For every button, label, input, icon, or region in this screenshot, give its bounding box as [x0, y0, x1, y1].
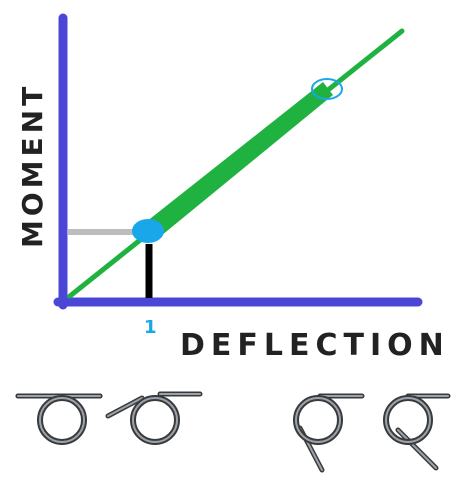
spring-free-position	[15, 393, 103, 445]
spring-leg-highlight	[107, 397, 143, 417]
spring-coil-highlight	[295, 397, 341, 443]
rated-point-marker	[132, 219, 164, 243]
y-axis-label: MOMENT	[16, 83, 49, 248]
moment-deflection-line	[67, 28, 405, 299]
max-point-marker	[311, 78, 343, 100]
spring-full-deflection	[383, 393, 451, 471]
spring-partial-deflection	[293, 393, 365, 473]
spring-slight-deflection	[105, 391, 203, 445]
spring-coil-highlight	[132, 397, 178, 443]
spring-coil-highlight	[385, 397, 431, 443]
spring-leg-highlight	[397, 429, 437, 469]
marker-value-label: 1	[144, 317, 157, 338]
spring-coil-highlight	[39, 397, 85, 443]
spring-illustrations	[15, 391, 451, 473]
x-axis-label: DEFLECTION	[180, 328, 450, 363]
